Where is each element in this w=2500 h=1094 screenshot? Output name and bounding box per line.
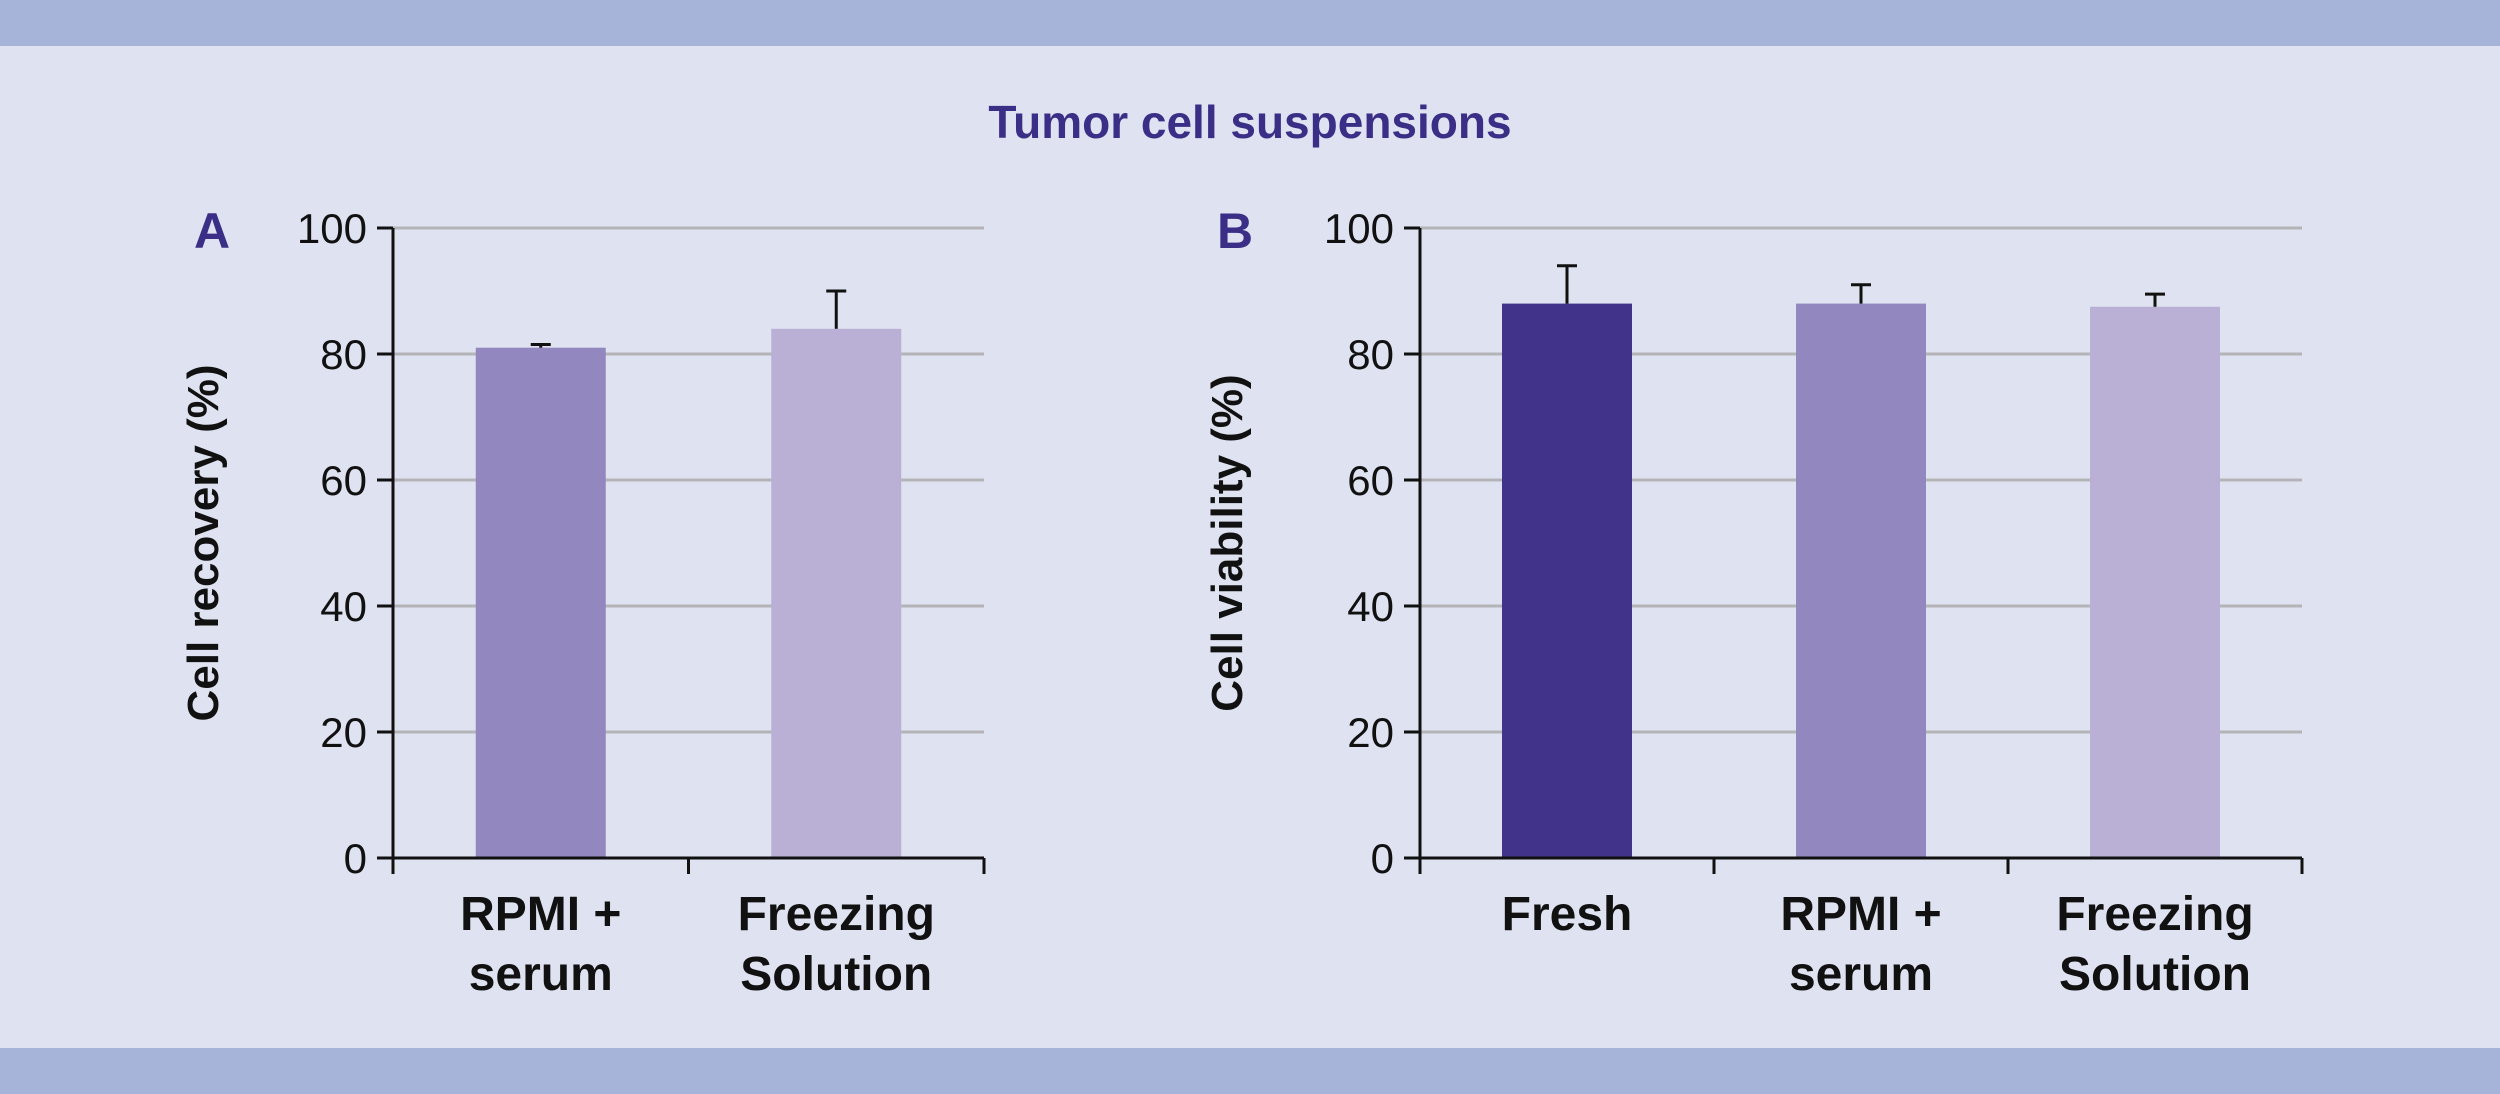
y-tick-label: 0 bbox=[344, 835, 367, 882]
x-category-label: Freezing bbox=[738, 888, 935, 941]
panel-a: A 0 20 40 60 80 100 Cell recovery (%) RPMI + seru… bbox=[179, 203, 986, 1001]
y-tick-label: 80 bbox=[320, 331, 367, 378]
chart-title: Tumor cell suspensions bbox=[988, 96, 1511, 148]
y-axis-label: Cell viability (%) bbox=[1203, 374, 1252, 711]
x-category-label: Fresh bbox=[1502, 888, 1633, 941]
bar bbox=[475, 347, 606, 858]
top-band bbox=[0, 0, 2500, 46]
y-tick-label: 100 bbox=[297, 205, 367, 252]
y-tick-label: 0 bbox=[1371, 835, 1394, 882]
bar bbox=[1502, 303, 1632, 859]
bar bbox=[2090, 306, 2220, 858]
y-tick-label: 40 bbox=[320, 583, 367, 630]
x-category-label: Solution bbox=[740, 948, 932, 1001]
panel-label: A bbox=[194, 203, 230, 259]
x-category-label: RPMI + bbox=[460, 888, 621, 941]
y-tick-label: 20 bbox=[1347, 709, 1394, 756]
y-tick-label: 40 bbox=[1347, 583, 1394, 630]
panel-b: B 0 20 40 60 80 100 Cell viability (%) Fresh RPMI… bbox=[1203, 203, 2304, 1001]
x-category-label: RPMI + bbox=[1780, 888, 1941, 941]
y-tick-label: 80 bbox=[1347, 331, 1394, 378]
x-category-label: Freezing bbox=[2056, 888, 2253, 941]
x-category-label: serum bbox=[1789, 948, 1933, 1001]
x-category-label: serum bbox=[469, 948, 613, 1001]
y-tick-label: 60 bbox=[1347, 457, 1394, 504]
y-tick-label: 60 bbox=[320, 457, 367, 504]
y-tick-label: 100 bbox=[1324, 205, 1394, 252]
y-axis-label: Cell recovery (%) bbox=[179, 364, 228, 721]
bar bbox=[1796, 303, 1926, 859]
x-category-label: Solution bbox=[2059, 948, 2251, 1001]
panel-label: B bbox=[1217, 203, 1253, 259]
y-tick-label: 20 bbox=[320, 709, 367, 756]
bar bbox=[771, 328, 902, 858]
bottom-band bbox=[0, 1048, 2500, 1094]
